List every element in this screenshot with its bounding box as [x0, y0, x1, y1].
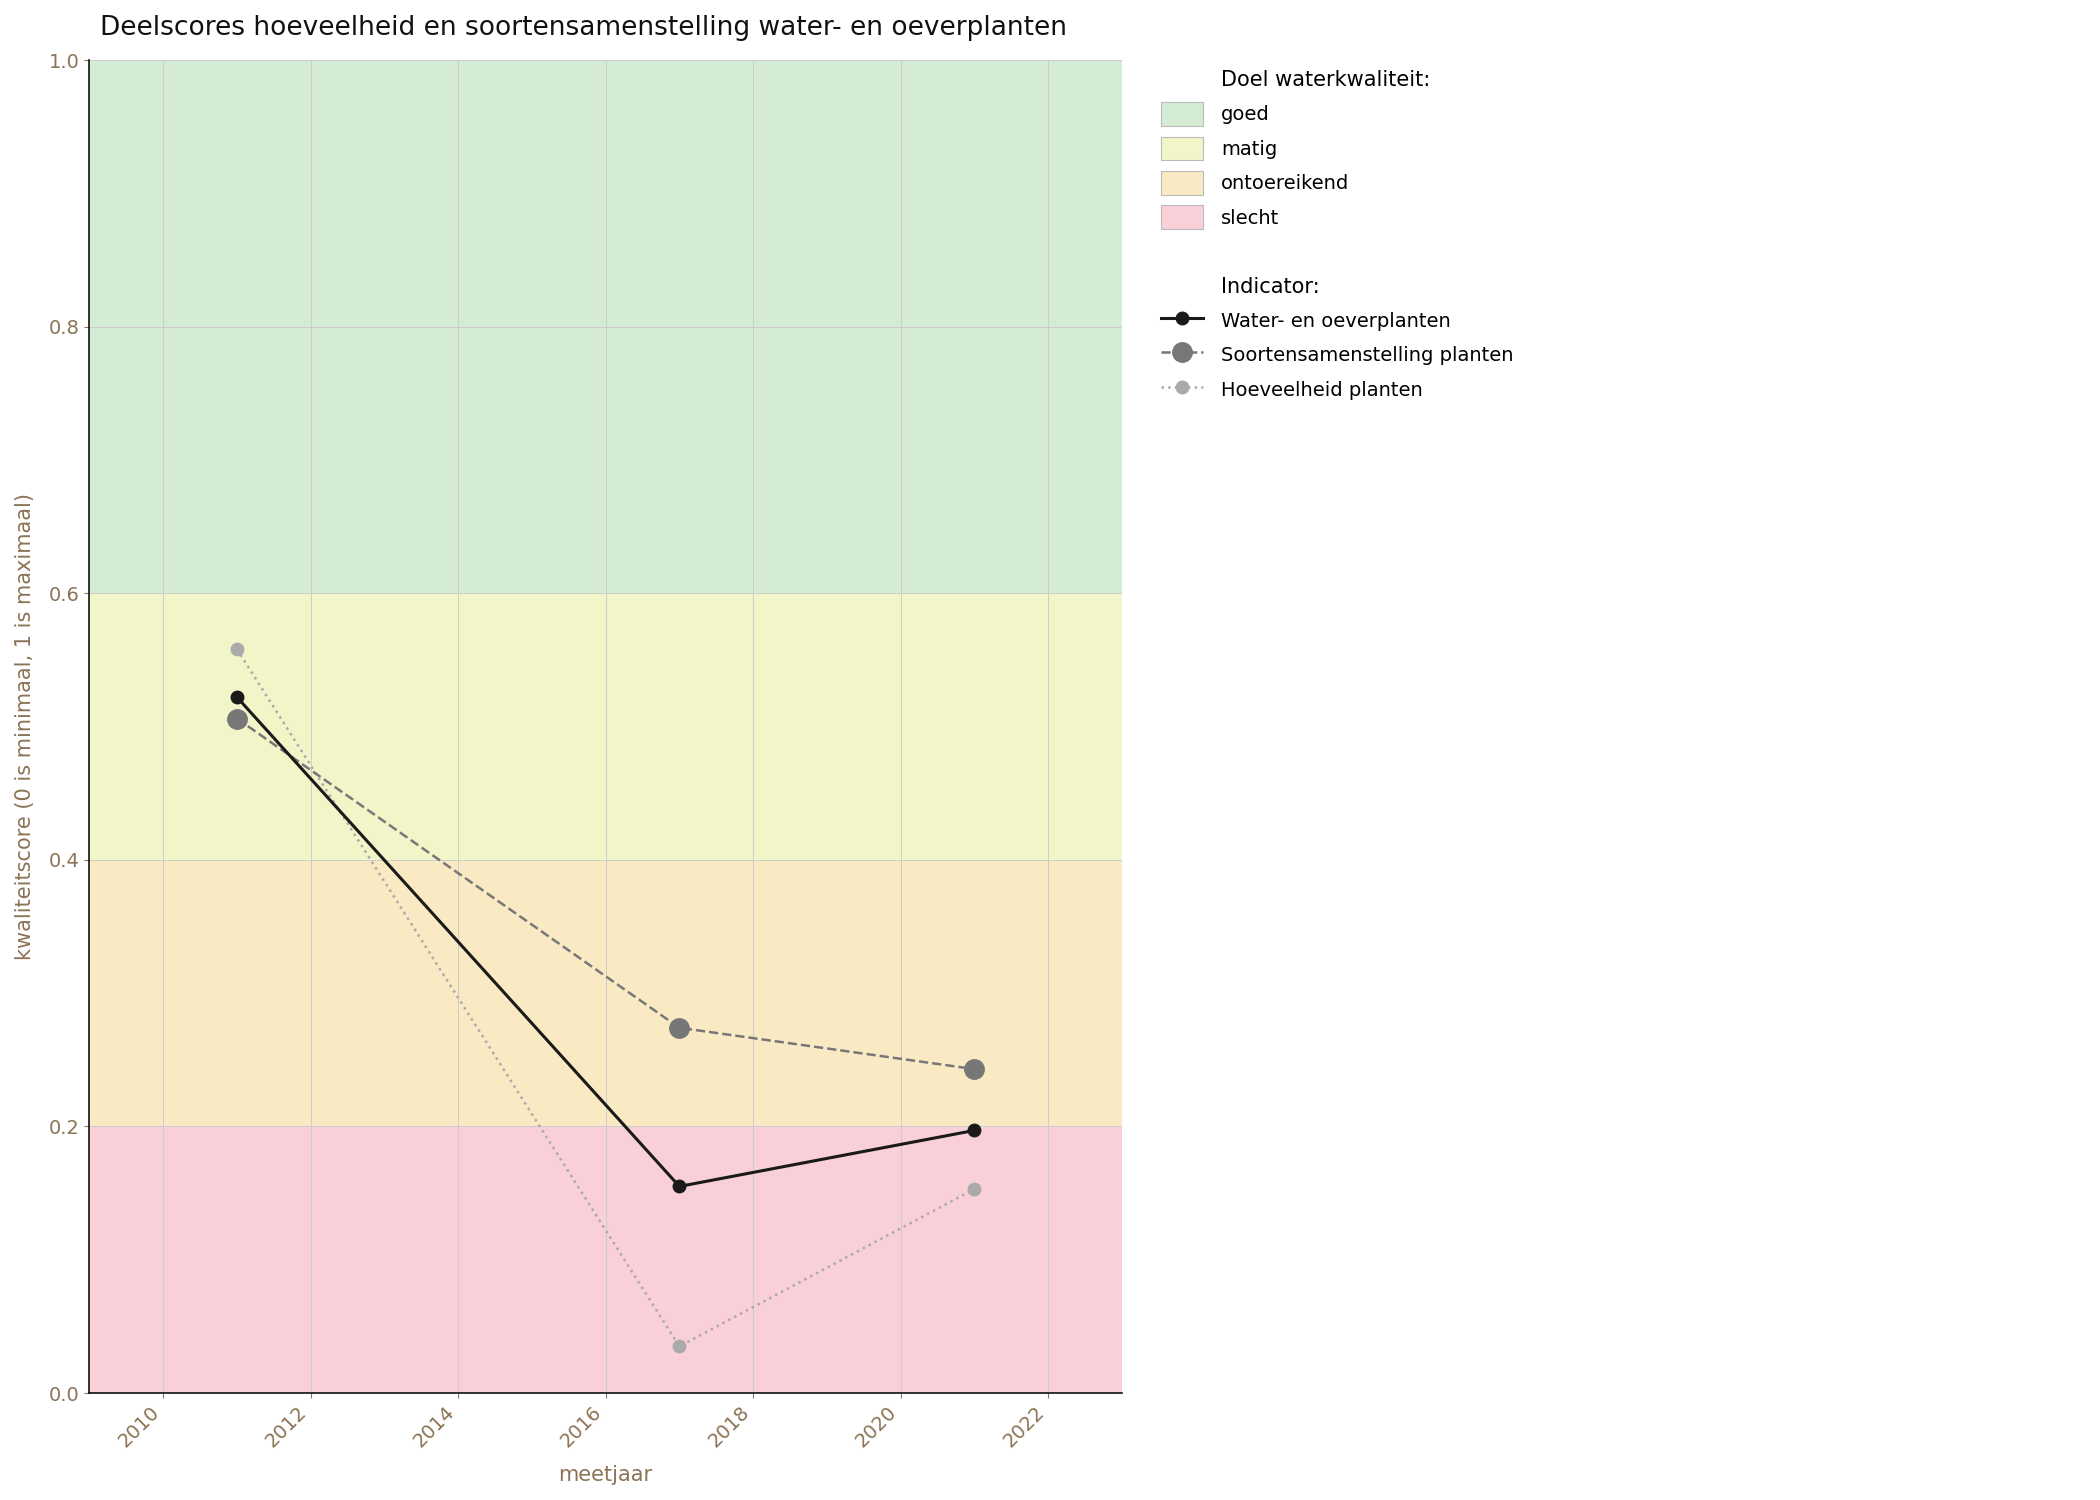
Legend: Doel waterkwaliteit:, goed, matig, ontoereikend, slecht, , Indicator:, Water- en: Doel waterkwaliteit:, goed, matig, ontoe… — [1153, 60, 1520, 410]
X-axis label: meetjaar: meetjaar — [559, 1466, 653, 1485]
Bar — [90, 859, 1121, 1126]
Y-axis label: kwaliteitscore (0 is minimaal, 1 is maximaal): kwaliteitscore (0 is minimaal, 1 is maxi… — [15, 494, 36, 960]
Bar — [90, 1126, 1121, 1394]
Bar — [90, 60, 1121, 592]
Bar — [90, 592, 1121, 859]
Text: Deelscores hoeveelheid en soortensamenstelling water- en oeverplanten: Deelscores hoeveelheid en soortensamenst… — [101, 15, 1067, 40]
